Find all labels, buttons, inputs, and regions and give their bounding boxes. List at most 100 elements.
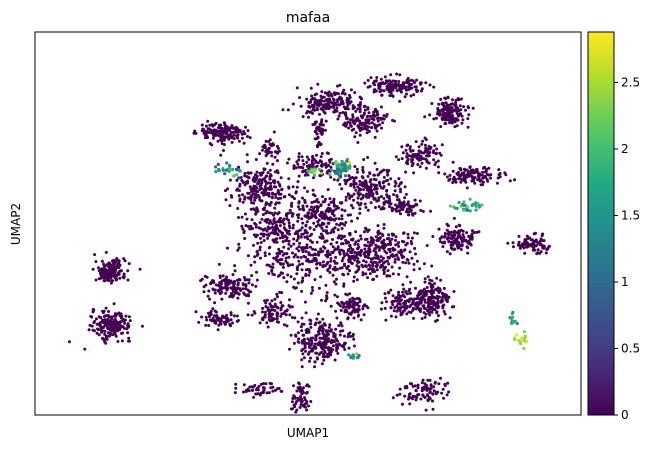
cell-point <box>328 216 332 220</box>
cell-point <box>336 301 340 305</box>
cell-point <box>223 279 227 283</box>
cell-point <box>311 209 315 213</box>
cell-point <box>380 126 383 130</box>
cell-point <box>295 400 299 404</box>
cell-point <box>302 208 306 212</box>
cell-point <box>228 178 232 182</box>
cell-point <box>313 278 317 282</box>
cell-point <box>309 291 313 295</box>
expressing-cell-point <box>214 170 218 174</box>
cell-point <box>291 223 295 227</box>
cell-point <box>391 299 395 303</box>
cell-point <box>371 278 375 282</box>
cell-point <box>310 232 314 236</box>
colorbar <box>587 31 615 416</box>
expressing-cell-point <box>338 169 342 173</box>
cell-point <box>409 149 413 153</box>
cell-point <box>269 187 273 191</box>
cell-point <box>401 283 405 287</box>
cell-point <box>114 314 118 318</box>
cell-point <box>360 263 364 267</box>
cell-point <box>304 311 308 315</box>
cell-point <box>275 317 279 321</box>
cell-point <box>428 83 432 87</box>
cell-point <box>395 205 399 209</box>
cell-point <box>290 195 294 199</box>
cell-point <box>408 287 412 291</box>
cell-point <box>327 325 331 329</box>
cell-point <box>453 120 457 124</box>
cell-point <box>415 232 419 235</box>
cell-point <box>289 211 293 215</box>
cell-point <box>207 289 211 293</box>
cell-point <box>373 161 377 165</box>
cell-point <box>356 117 360 121</box>
cell-point <box>332 199 336 203</box>
cell-point <box>496 181 499 185</box>
cell-point <box>210 129 214 133</box>
cell-point <box>402 240 406 244</box>
expressing-cell-point <box>343 174 348 178</box>
cell-point <box>314 210 318 213</box>
cell-point <box>383 296 387 300</box>
cell-point <box>320 216 324 220</box>
cell-point <box>326 152 330 155</box>
cell-point <box>436 107 440 110</box>
cell-point <box>313 342 317 346</box>
cell-point <box>354 131 358 135</box>
cell-point <box>224 291 228 295</box>
cell-point <box>298 207 302 211</box>
cell-point <box>397 241 400 244</box>
cell-point <box>451 236 455 240</box>
cell-point <box>407 310 411 314</box>
cell-point <box>254 225 258 229</box>
cell-point <box>345 267 349 271</box>
cell-point <box>307 259 311 263</box>
cell-point <box>481 170 485 174</box>
cell-point <box>238 197 242 201</box>
cell-point <box>251 207 255 211</box>
cell-point <box>396 297 400 301</box>
cell-point <box>462 174 466 177</box>
cell-point <box>326 355 330 359</box>
cell-point <box>329 165 333 169</box>
cell-point <box>431 289 435 293</box>
cell-point <box>473 181 477 185</box>
cell-point <box>140 324 144 328</box>
cell-point <box>395 89 399 93</box>
cell-point <box>317 321 321 325</box>
cell-point <box>366 114 370 118</box>
cell-point <box>330 94 334 98</box>
cell-point <box>292 242 296 246</box>
cell-point <box>353 242 357 246</box>
cell-point <box>246 171 250 175</box>
cell-point <box>391 303 395 307</box>
cell-point <box>387 233 391 237</box>
cell-point <box>361 121 365 125</box>
cell-point <box>372 256 376 260</box>
cell-point <box>394 243 398 247</box>
cell-point <box>434 116 438 120</box>
expressing-cell-point <box>453 206 457 210</box>
cell-point <box>247 281 251 285</box>
expressing-cell-point <box>337 176 341 180</box>
cell-point <box>366 306 370 310</box>
cell-point <box>353 165 357 168</box>
cell-point <box>107 310 111 313</box>
cell-point <box>113 318 117 322</box>
cell-point <box>308 359 311 363</box>
cell-point <box>287 185 291 189</box>
cell-point <box>448 103 452 107</box>
cell-point <box>348 100 352 104</box>
cell-point <box>420 389 424 393</box>
cell-point <box>271 262 275 266</box>
expressing-cell-point <box>345 157 349 161</box>
cell-point <box>382 207 386 210</box>
cell-point <box>310 201 314 204</box>
cell-point <box>237 216 240 219</box>
cell-point <box>466 251 470 255</box>
cell-point <box>282 323 286 327</box>
cell-point <box>100 330 103 334</box>
cell-point <box>315 240 319 244</box>
cell-point <box>359 121 363 125</box>
